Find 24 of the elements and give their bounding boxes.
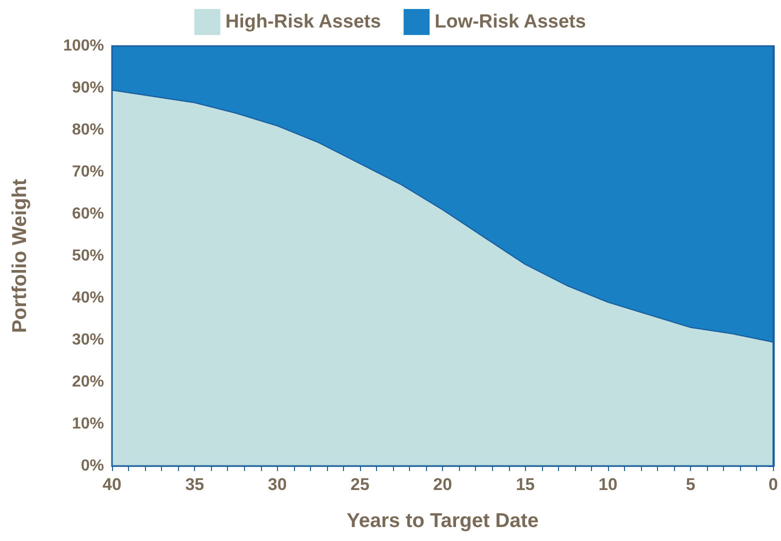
x-tick-label: 15 bbox=[516, 475, 535, 494]
y-tick-label: 100% bbox=[63, 38, 104, 54]
x-tick-label: 35 bbox=[185, 475, 204, 494]
y-tick-label: 40% bbox=[72, 290, 104, 306]
y-tick-label: 20% bbox=[72, 374, 104, 390]
y-tick-label: 50% bbox=[72, 248, 104, 264]
x-tick-label: 10 bbox=[598, 475, 618, 494]
y-tick-label: 90% bbox=[72, 80, 104, 96]
y-tick-label: 0% bbox=[80, 458, 104, 474]
y-axis-title: Portfolio Weight bbox=[9, 178, 31, 334]
y-tick-label: 30% bbox=[72, 332, 104, 348]
x-tick-label: 20 bbox=[433, 475, 452, 494]
y-tick-label: 70% bbox=[72, 164, 104, 180]
x-tick-label: 40 bbox=[102, 475, 122, 494]
x-tick-label: 0 bbox=[768, 475, 778, 494]
y-tick-label: 80% bbox=[72, 122, 104, 138]
y-tick-label: 10% bbox=[72, 416, 104, 432]
legend-label: High-Risk Assets bbox=[225, 12, 381, 32]
x-tick-label: 30 bbox=[268, 475, 287, 494]
legend-label: Low-Risk Assets bbox=[434, 12, 586, 32]
x-tick-label: 5 bbox=[686, 475, 696, 494]
y-tick-label: 60% bbox=[72, 206, 104, 222]
x-tick-label: 25 bbox=[350, 475, 370, 494]
x-axis-title: Years to Target Date bbox=[346, 510, 539, 532]
